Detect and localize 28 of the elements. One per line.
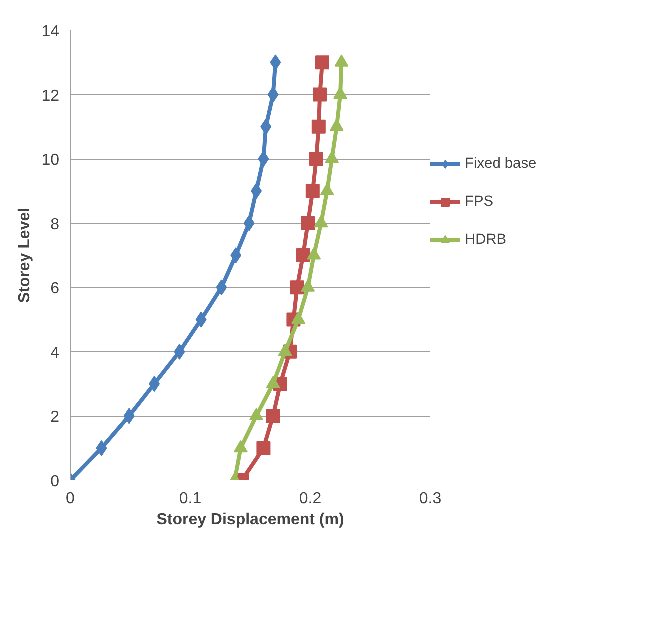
y-tick-label: 4 <box>50 344 60 362</box>
y-tick-label: 8 <box>50 216 60 234</box>
point <box>290 280 304 295</box>
legend-label: Fixed base <box>465 156 537 172</box>
point <box>266 409 280 424</box>
point <box>310 152 324 166</box>
y-tick-label: 12 <box>42 88 60 105</box>
y-tick-label: 10 <box>42 152 60 170</box>
y-tick-label: 2 <box>50 409 60 426</box>
y-tick-label: 0 <box>50 474 60 490</box>
legend-label: FPS <box>465 194 494 210</box>
x-tick-label: 0.2 <box>299 490 322 508</box>
x-tick-label: 0.3 <box>419 490 442 508</box>
point <box>316 56 330 70</box>
point <box>256 441 271 456</box>
x-tick-label: 0 <box>66 490 76 508</box>
y-axis-title: Storey Level <box>16 208 34 304</box>
point <box>306 184 320 198</box>
point <box>230 248 242 264</box>
y-tick-label: 6 <box>50 280 60 298</box>
point <box>312 120 326 134</box>
point <box>296 248 310 262</box>
x-axis-title: Storey Displacement (m) <box>156 512 344 528</box>
legend-label: HDRB <box>465 232 507 248</box>
point <box>313 88 328 102</box>
y-tick-label: 14 <box>42 24 60 40</box>
point <box>301 216 316 230</box>
x-tick-label: 0.1 <box>179 490 202 508</box>
